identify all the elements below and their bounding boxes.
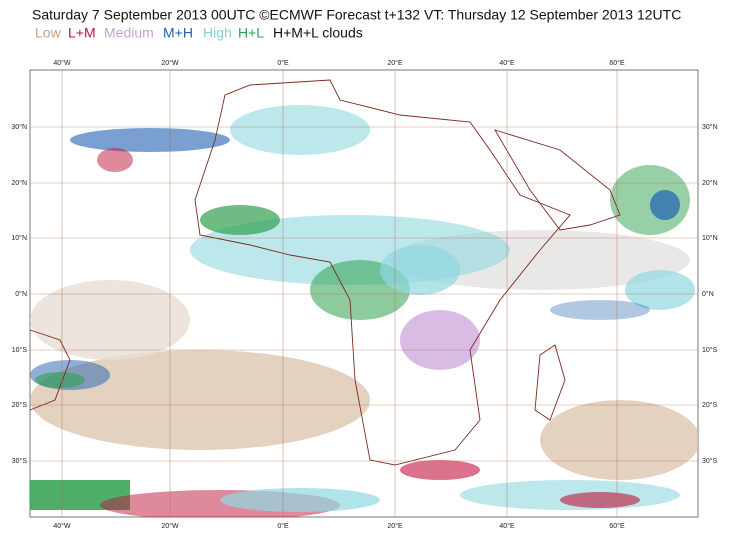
lon-label-bottom: 60°E [609, 522, 625, 530]
lon-label-top: 0°E [277, 59, 289, 67]
legend: Low L+M Medium M+H High H+L H+M+L clouds [35, 25, 363, 41]
lat-label-right: 30°N [702, 123, 718, 131]
lat-label-left: 20°N [11, 179, 27, 187]
lat-label-left: 30°N [11, 123, 27, 131]
lon-label-top: 40°W [53, 59, 71, 67]
lat-label-left: 10°S [12, 346, 28, 354]
title: Saturday 7 September 2013 00UTC ©ECMWF F… [32, 7, 681, 23]
lat-label-left: 30°S [12, 457, 28, 465]
lon-label-top: 60°E [609, 59, 625, 67]
map-area: 40°W 40°W 20°W 20°W 0°E 0°E 20°E 20°E 40°E 40°E 60… [11, 59, 717, 530]
legend-entry: H+M+L clouds [273, 25, 363, 41]
legend-entry: H+L [238, 25, 264, 41]
lon-label-bottom: 40°W [53, 522, 71, 530]
legend-entry: L+M [68, 25, 96, 41]
lat-label-right: 10°N [702, 234, 718, 242]
lat-label-right: 30°S [702, 457, 718, 465]
lon-label-bottom: 20°W [161, 522, 179, 530]
graticule: 40°W 40°W 20°W 20°W 0°E 0°E 20°E 20°E 40°E 40°E 60… [11, 59, 717, 530]
lon-label-bottom: 40°E [499, 522, 515, 530]
legend-entry: Low [35, 25, 62, 41]
lon-label-top: 20°E [387, 59, 403, 67]
legend-entry: M+H [163, 25, 193, 41]
coastline [29, 79, 621, 466]
lat-label-right: 10°S [702, 346, 718, 354]
legend-entry: Medium [104, 25, 154, 41]
lat-label-right: 0°N [702, 290, 714, 298]
lon-label-bottom: 20°E [387, 522, 403, 530]
cloud-field [30, 105, 698, 517]
lon-label-bottom: 0°E [277, 522, 289, 530]
lon-label-top: 40°E [499, 59, 515, 67]
lat-label-left: 20°S [12, 401, 28, 409]
lat-label-left: 0°N [15, 290, 27, 298]
lat-label-right: 20°S [702, 401, 718, 409]
legend-entry: High [203, 25, 232, 41]
lat-label-right: 20°N [702, 179, 718, 187]
lat-label-left: 10°N [11, 234, 27, 242]
lon-label-top: 20°W [161, 59, 179, 67]
